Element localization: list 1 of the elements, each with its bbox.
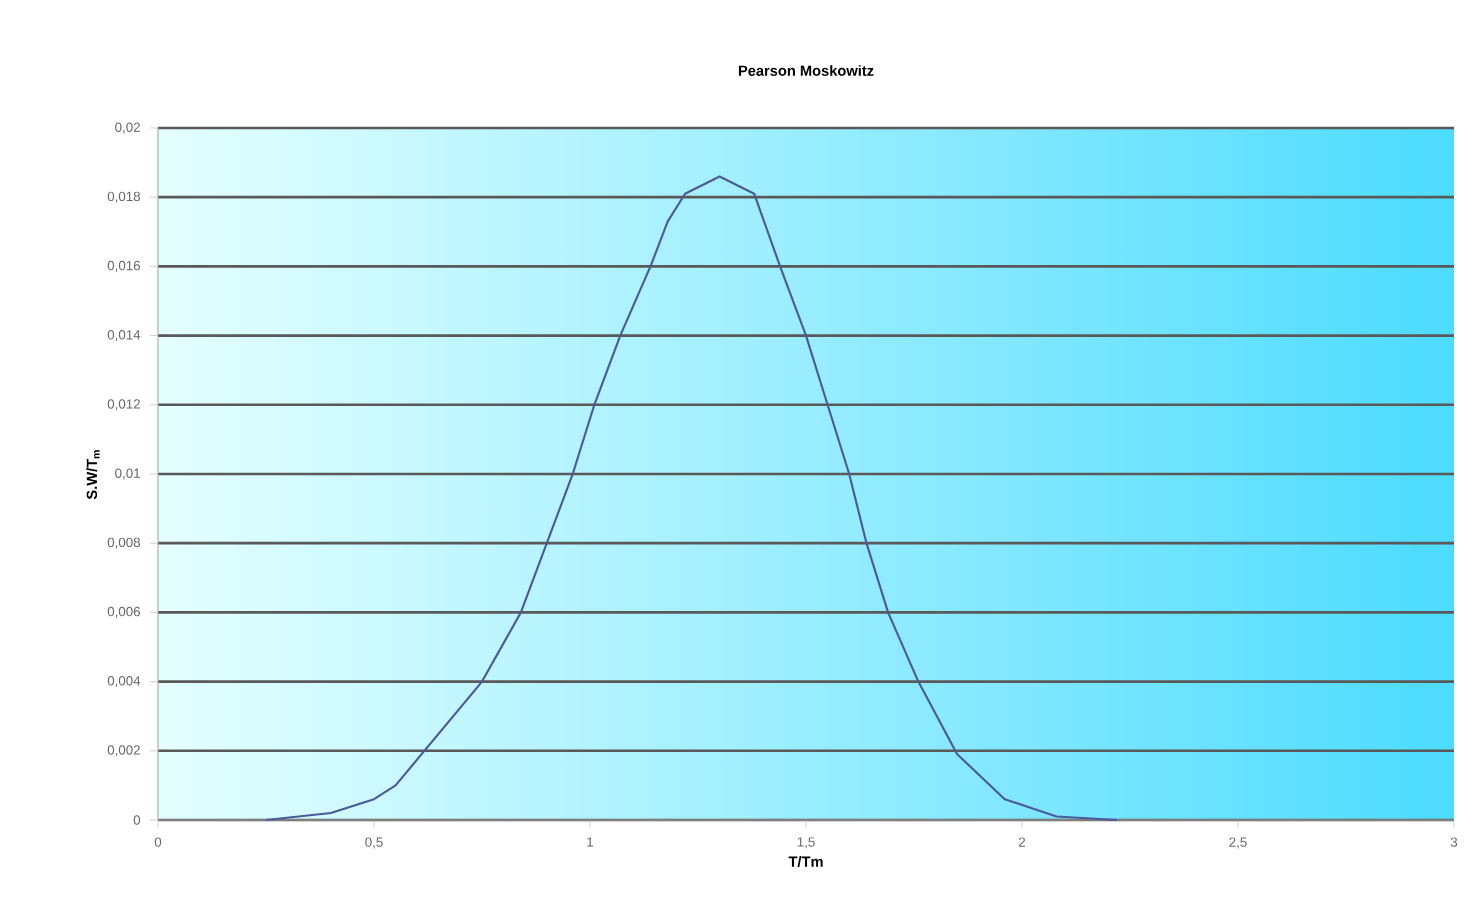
line-series [264,175,1119,822]
